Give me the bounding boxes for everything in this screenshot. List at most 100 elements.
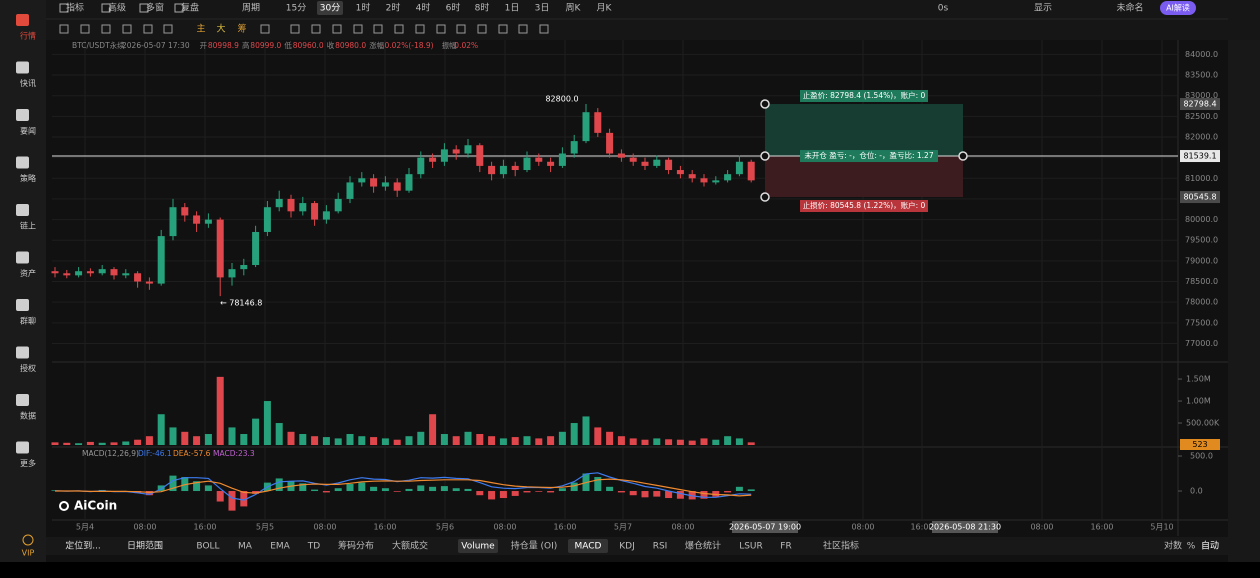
sidebar-icon[interactable] [16, 109, 29, 121]
vip-icon[interactable] [22, 534, 34, 546]
sidebar-label[interactable]: 链上 [20, 221, 36, 231]
toolbar2-icon[interactable] [59, 24, 69, 34]
position-handle[interactable] [760, 151, 770, 161]
sidebar-icon[interactable] [16, 14, 29, 26]
indicator-item[interactable]: KDJ [619, 542, 635, 552]
toolbar2-item[interactable]: 主 [196, 23, 205, 35]
bottom-right-item[interactable]: 自动 [1201, 540, 1219, 552]
toolbar2-icon[interactable] [539, 24, 549, 34]
sidebar-icon[interactable] [16, 156, 29, 169]
bottom-right-item[interactable]: % [1187, 542, 1196, 552]
bottom-left-item[interactable]: 定位到... [65, 540, 101, 552]
macd-value: MACD:23.3 [213, 449, 255, 458]
sidebar-label[interactable]: 策略 [20, 173, 36, 183]
indicator-item[interactable]: LSUR [739, 542, 763, 552]
bottom-right-item[interactable]: 对数 [1164, 540, 1182, 552]
toolbar2-icon[interactable] [518, 24, 528, 34]
indicator-item[interactable]: 大额成交 [392, 540, 428, 552]
macd-bar [370, 486, 378, 492]
sidebar-icon[interactable] [16, 394, 29, 406]
period-item[interactable]: 3日 [535, 3, 550, 14]
toolbar-item[interactable]: 多窗 [146, 2, 164, 14]
bottom-left-item[interactable]: 日期范围 [127, 540, 163, 552]
toolbar-item[interactable]: 高级 [108, 2, 126, 14]
sidebar-icon[interactable] [16, 441, 29, 454]
period-item[interactable]: 6时 [446, 2, 461, 14]
period-item[interactable]: 1日 [505, 3, 520, 14]
toolbar2-icon[interactable] [415, 24, 425, 34]
ai-button[interactable] [1160, 1, 1196, 15]
sidebar-icon[interactable] [16, 251, 29, 264]
toolbar-item[interactable]: 指标 [66, 2, 84, 14]
sidebar-icon[interactable] [16, 346, 29, 359]
price-label: 82798.4 [1183, 100, 1216, 109]
ai-label[interactable]: AI解读 [1166, 3, 1190, 13]
toolbar-icon[interactable] [174, 3, 184, 13]
indicator-item[interactable]: RSI [653, 542, 668, 552]
toolbar2-icon[interactable] [101, 24, 111, 34]
toolbar-right[interactable]: 0s [938, 4, 949, 14]
toolbar2-icon[interactable] [332, 24, 342, 34]
indicator-item[interactable]: 爆仓统计 [685, 540, 721, 552]
toolbar2-icon[interactable] [290, 24, 300, 34]
period-item[interactable]: 4时 [416, 2, 431, 14]
sidebar-label[interactable]: 快讯 [20, 78, 36, 88]
toolbar-right[interactable]: 显示 [1034, 3, 1052, 14]
sidebar-label[interactable]: 数据 [20, 411, 36, 421]
period-item[interactable]: 8时 [475, 2, 490, 14]
position-handle[interactable] [760, 192, 770, 202]
indicator-item[interactable]: 持仓量 (OI) [511, 540, 558, 552]
sidebar-icon[interactable] [16, 204, 29, 216]
toolbar2-icon[interactable] [394, 24, 404, 34]
indicator-item[interactable]: 筹码分布 [338, 540, 374, 552]
period-item[interactable]: 2时 [386, 2, 401, 14]
indicator-item[interactable]: 社区指标 [823, 540, 859, 552]
indicator-item[interactable]: BOLL [196, 542, 219, 552]
toolbar-item[interactable]: 复盘 [181, 2, 199, 14]
toolbar2-icon[interactable] [373, 24, 383, 34]
period-item[interactable]: 30分 [320, 3, 340, 14]
toolbar2-icon[interactable] [353, 24, 363, 34]
position-handle[interactable] [760, 99, 770, 109]
candle-body [606, 132, 614, 154]
indicator-item[interactable]: FR [780, 542, 791, 552]
toolbar-right[interactable]: 未命名 [1116, 2, 1143, 14]
indicator-item[interactable]: TD [307, 542, 320, 552]
volume-bar [700, 438, 708, 445]
period-label[interactable]: 周期 [242, 3, 260, 14]
indicator-item[interactable]: MA [238, 542, 253, 552]
indicator-item[interactable]: EMA [270, 542, 290, 552]
toolbar2-icon[interactable] [122, 24, 132, 34]
period-item[interactable]: 周K [566, 3, 582, 14]
vip-label[interactable]: VIP [22, 549, 35, 558]
sidebar-label[interactable]: 要闻 [20, 127, 36, 136]
toolbar-icon[interactable] [59, 3, 69, 13]
toolbar2-icon[interactable] [143, 24, 153, 34]
toolbar2-icon[interactable] [477, 24, 487, 34]
period-item[interactable]: 月K [597, 3, 613, 14]
period-item[interactable]: 1时 [356, 2, 371, 14]
sidebar-icon[interactable] [16, 61, 29, 74]
toolbar-icon[interactable] [101, 3, 111, 13]
sidebar-label[interactable]: 更多 [20, 458, 36, 468]
toolbar2-icon[interactable] [311, 24, 321, 34]
toolbar2-icon[interactable] [80, 24, 90, 34]
period-item[interactable]: 15分 [286, 3, 306, 14]
position-handle[interactable] [958, 151, 968, 161]
sidebar-label[interactable]: 行情 [20, 31, 36, 41]
toolbar2-item[interactable]: 筹 [237, 23, 246, 35]
toolbar2-icon[interactable] [456, 24, 466, 34]
indicator-item[interactable]: MACD [575, 542, 602, 552]
sidebar-label[interactable]: 资产 [20, 268, 36, 278]
toolbar2-icon[interactable] [260, 24, 270, 34]
sidebar-label[interactable]: 群聊 [20, 316, 36, 326]
macd-bar [641, 491, 649, 498]
indicator-item[interactable]: Volume [461, 542, 495, 552]
toolbar-icon[interactable] [139, 3, 149, 13]
toolbar2-icon[interactable] [163, 24, 173, 34]
toolbar2-icon[interactable] [498, 24, 508, 34]
sidebar-icon[interactable] [16, 299, 29, 311]
toolbar2-icon[interactable] [436, 24, 446, 34]
sidebar-label[interactable]: 授权 [20, 363, 36, 373]
toolbar2-item[interactable]: 大 [216, 23, 225, 35]
